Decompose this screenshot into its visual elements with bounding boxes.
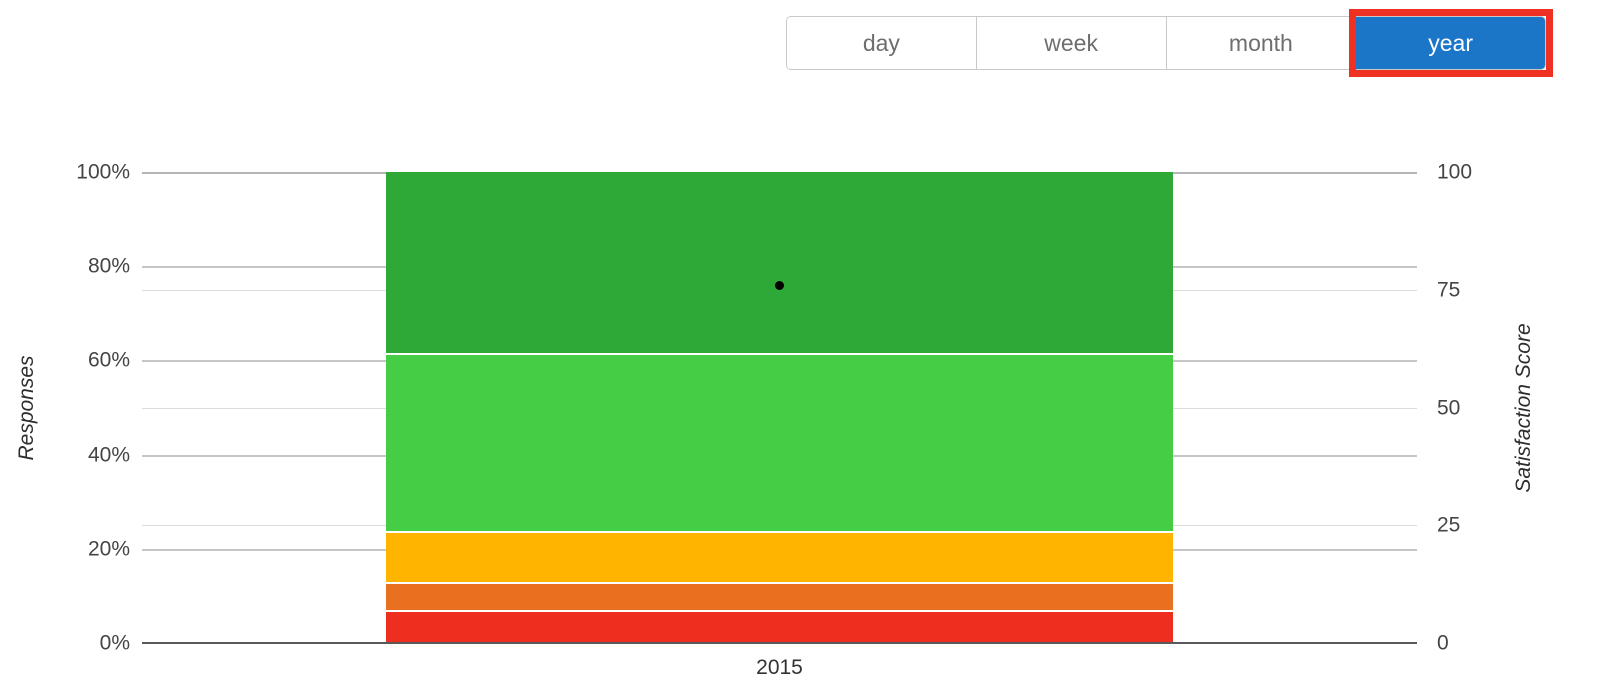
left-tick-label-80%: 80% — [87, 254, 130, 278]
stacked-bar-2015 — [386, 172, 1173, 643]
toolbar-button-week[interactable]: week — [975, 17, 1166, 69]
left-tick-label-60%: 60% — [87, 348, 130, 372]
left-tick-label-100%: 100% — [76, 160, 130, 184]
bar-segment-amber[interactable] — [386, 531, 1173, 582]
toolbar-button-day[interactable]: day — [787, 17, 976, 69]
plot-area — [142, 172, 1417, 644]
right-axis-ticks: 0 25 50 75 100 — [1437, 162, 1527, 654]
x-axis-baseline — [142, 642, 1417, 644]
bar-segment-orange[interactable] — [386, 581, 1173, 610]
toolbar-button-year[interactable]: year — [1355, 17, 1545, 69]
left-tick-label-40%: 40% — [87, 443, 130, 467]
bar-segment-red[interactable] — [386, 609, 1173, 643]
left-tick-label-20%: 20% — [87, 537, 130, 561]
right-tick-label-100: 100 — [1437, 160, 1473, 184]
right-tick-label-75: 75 — [1437, 278, 1461, 302]
bar-segment-dark-green[interactable] — [386, 172, 1173, 354]
bar-segment-light-green[interactable] — [386, 353, 1173, 532]
left-axis-ticks: 0% 20% 40% 60% 80% 100% — [40, 162, 130, 654]
x-axis-tick-label: 2015 — [756, 656, 803, 679]
satisfaction-score-point[interactable] — [775, 280, 784, 290]
right-tick-label-0: 0 — [1437, 631, 1449, 655]
left-axis-title: Responses — [15, 355, 38, 461]
right-tick-label-25: 25 — [1437, 513, 1461, 537]
time-range-button-group: day week month year — [786, 16, 1546, 70]
right-tick-label-50: 50 — [1437, 396, 1461, 419]
left-tick-label-0%: 0% — [99, 631, 130, 655]
toolbar-button-month[interactable]: month — [1165, 17, 1356, 69]
